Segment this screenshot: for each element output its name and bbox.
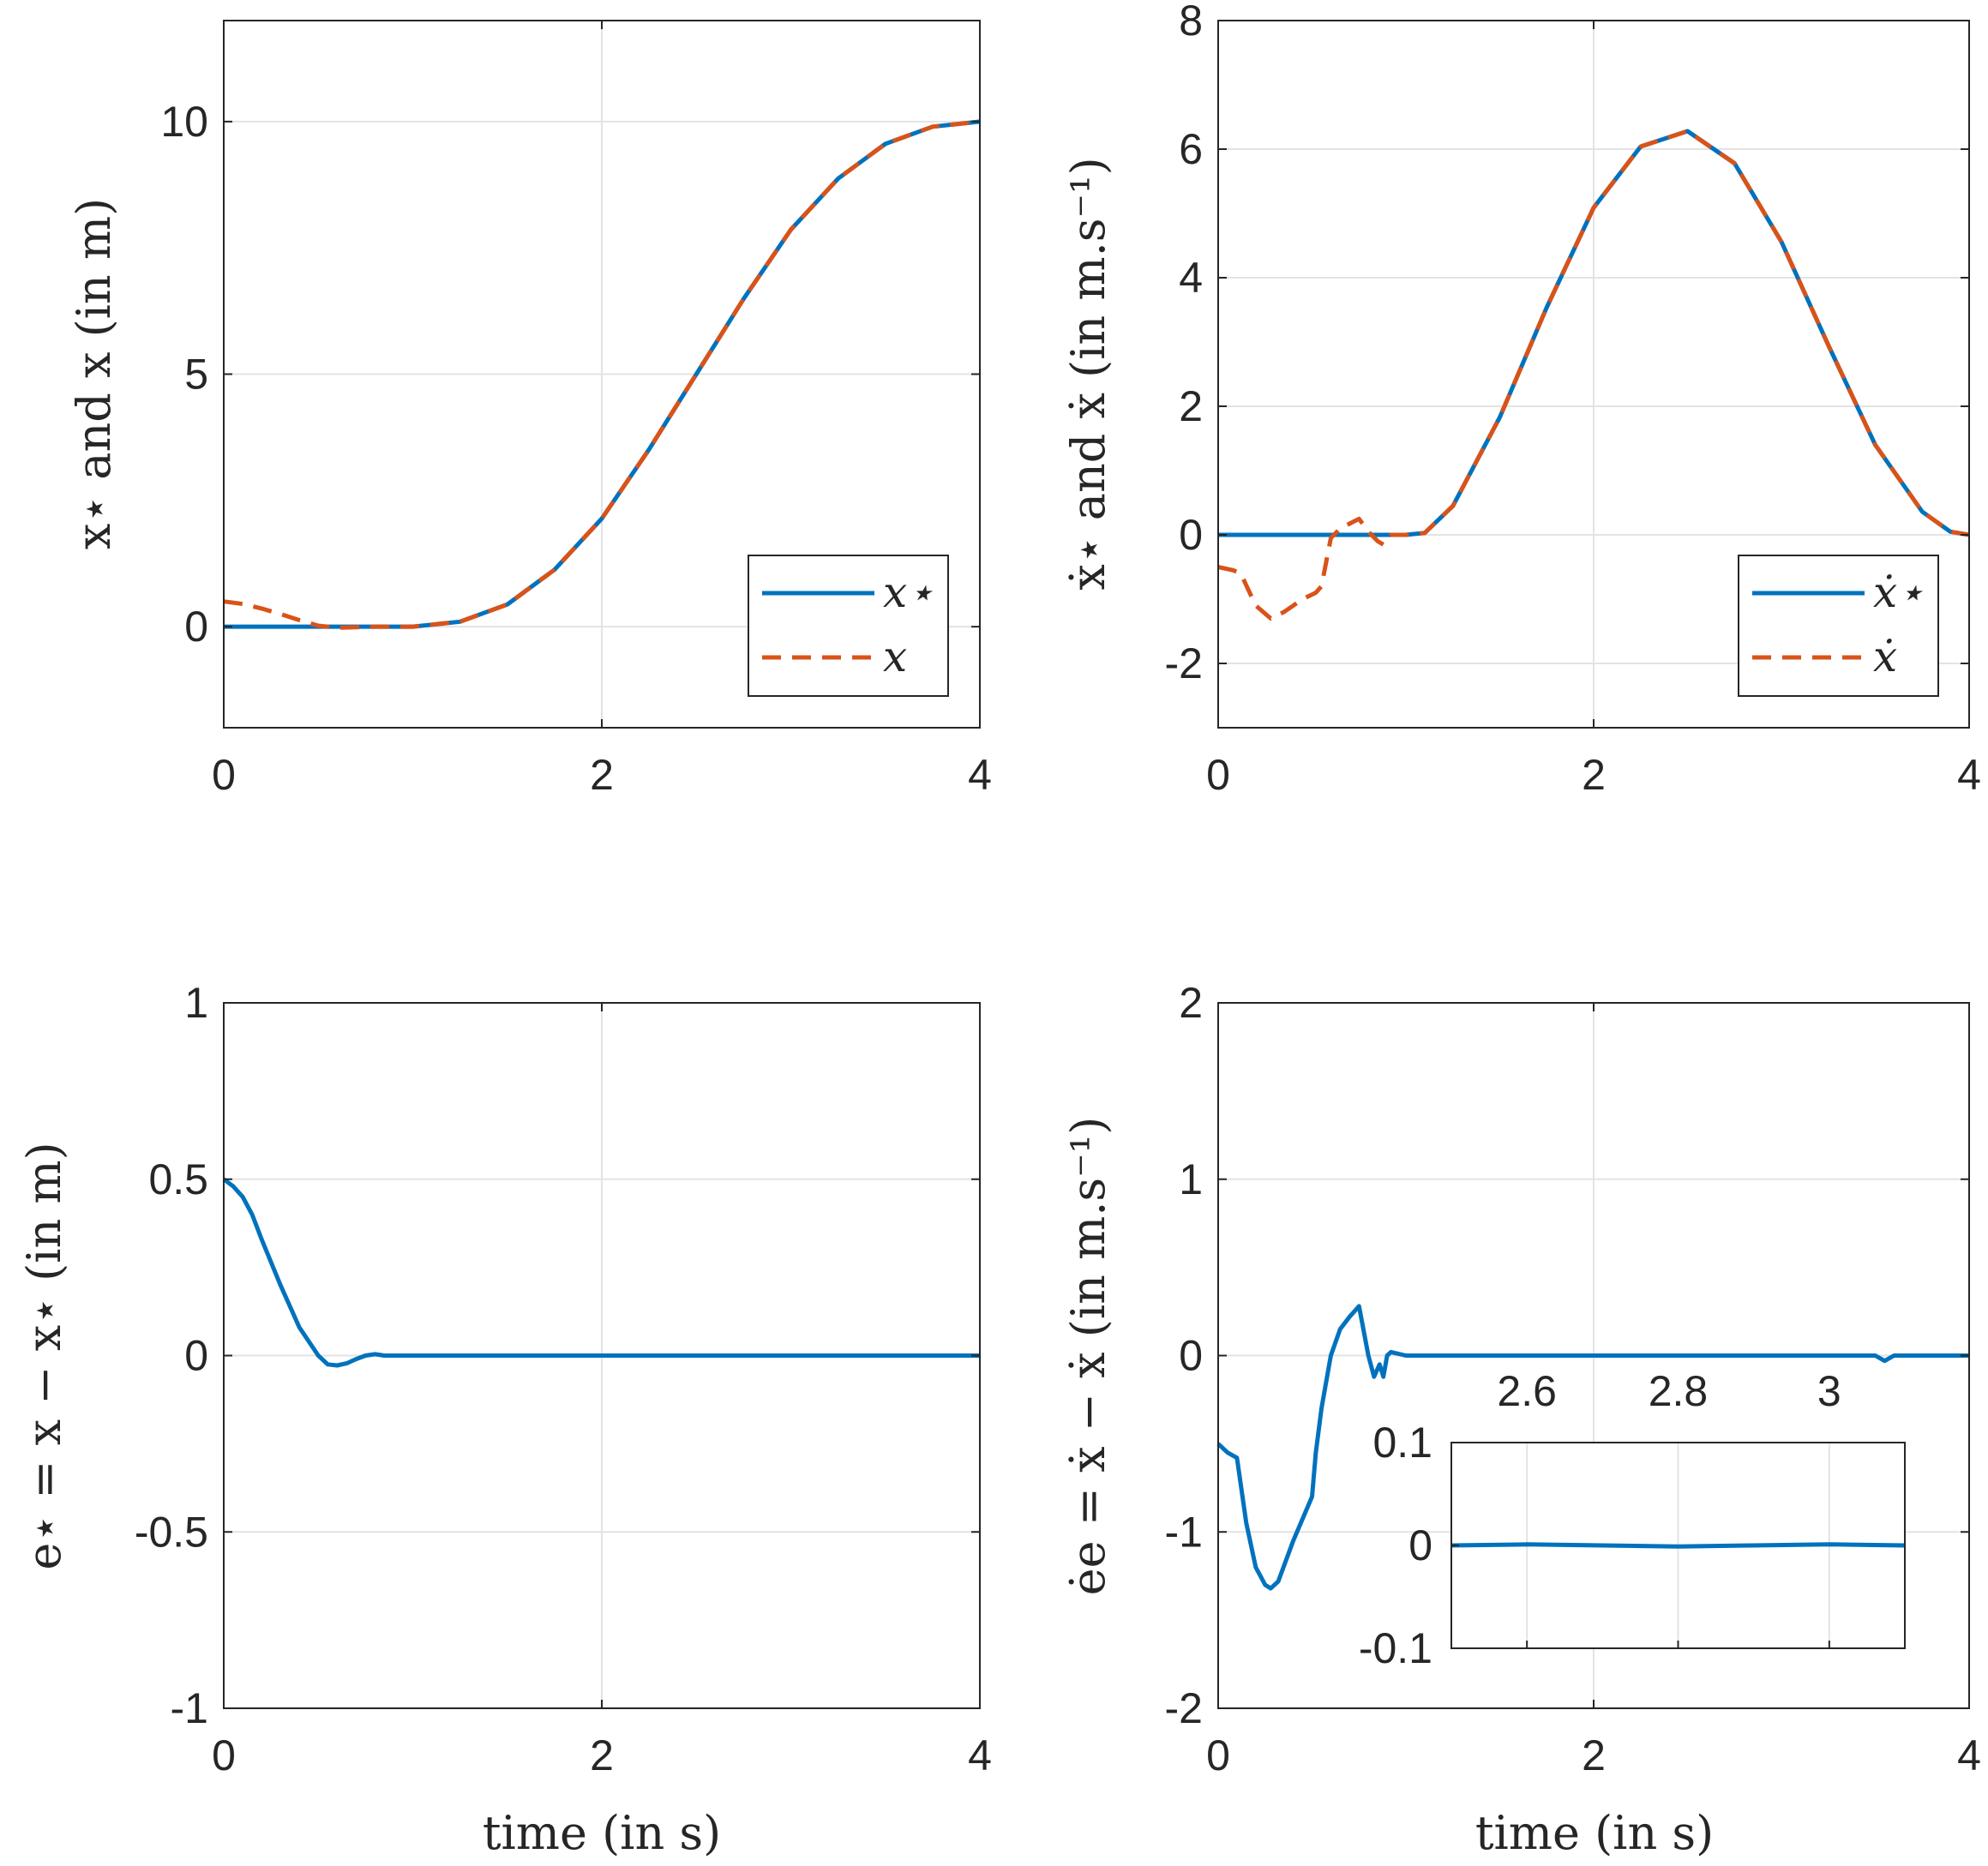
- x-tick-label: 0: [1206, 1731, 1230, 1779]
- x-tick-label: 4: [1957, 751, 1981, 799]
- inset-series-line: [1450, 1542, 1906, 1549]
- y-tick-label: 5: [184, 351, 208, 399]
- y-axis-label: ẋ⋆ and ẋ (in m.s⁻¹): [1061, 157, 1115, 590]
- y-tick-label: 0: [1179, 511, 1203, 559]
- inset-y-tick-label: 0: [1408, 1521, 1432, 1569]
- x-tick-label: 0: [212, 751, 236, 799]
- inset-series-layer: [1450, 1542, 1906, 1549]
- x-tick-label: 4: [968, 1731, 992, 1779]
- x-tick-label: 0: [212, 1731, 236, 1779]
- series-line-reference: [222, 1177, 980, 1368]
- panel-bottom-left: 0 2 4 -1 -0.5 0 0.5 1 e⋆ = x − x⋆ (in m) time (…: [17, 979, 992, 1860]
- ticks: 0 2 4 -2 0 2 4 6 8: [1165, 0, 1981, 799]
- y-tick-label: 1: [184, 979, 208, 1027]
- panel-top-left: 0 2 4 0 5 10 x⋆ and x (in m) x⋆ x: [67, 20, 992, 799]
- y-tick-label: -2: [1165, 1684, 1203, 1732]
- x-tick-label: 0: [1206, 751, 1230, 799]
- y-tick-label: 1: [1179, 1155, 1203, 1203]
- series-line-measured: [223, 119, 981, 630]
- y-tick-label: 6: [1179, 125, 1203, 173]
- inset-x-tick-label: 3: [1817, 1367, 1841, 1415]
- x-tick-label: 2: [1582, 1731, 1606, 1779]
- x-axis-label: time (in s): [483, 1806, 721, 1860]
- inset-y-tick-label: -0.1: [1359, 1624, 1432, 1672]
- legend-entry-x-star: x⋆: [883, 567, 934, 617]
- ticks: 0 2 4 -1 -0.5 0 0.5 1: [135, 979, 992, 1779]
- inset: 2.6 2.8 3 -0.1 0 0.1: [1359, 1367, 1906, 1672]
- panel-top-right: 0 2 4 -2 0 2 4 6 8 ẋ⋆ and ẋ (in m.s⁻¹) ẋ⋆ ẋ: [1061, 0, 1981, 799]
- y-tick-label: 2: [1179, 979, 1203, 1027]
- y-tick-label: -2: [1165, 639, 1203, 687]
- x-tick-label: 2: [1582, 751, 1606, 799]
- x-tick-label: 4: [1957, 1731, 1981, 1779]
- legend-entry-xdot-star: ẋ⋆: [1873, 567, 1925, 617]
- y-tick-label: 8: [1179, 0, 1203, 45]
- y-tick-label: 10: [160, 98, 208, 146]
- inset-x-tick-label: 2.6: [1497, 1367, 1557, 1415]
- series-layer: [223, 119, 981, 630]
- legend-entry-x: x: [883, 632, 907, 681]
- y-tick-label: 0: [1179, 1332, 1203, 1380]
- y-tick-label: 0: [184, 603, 208, 651]
- series-layer: [1216, 1304, 1969, 1591]
- y-axis-label: x⋆ and x (in m): [67, 198, 121, 549]
- y-tick-label: 0: [184, 1332, 208, 1380]
- y-tick-label: 0.5: [148, 1155, 208, 1203]
- y-axis-label: e⋆ = x − x⋆ (in m): [17, 1142, 71, 1569]
- legend-box: [748, 555, 949, 697]
- y-tick-label: 2: [1179, 382, 1203, 430]
- legend: x⋆ x: [748, 555, 949, 697]
- series-layer: [222, 1177, 980, 1368]
- inset-y-tick-label: 0.1: [1372, 1419, 1432, 1467]
- panel-bottom-right: 0 2 4 -2 -1 0 1 2 ėe = ẋ − ẋ (in m.s⁻¹) time (i…: [1061, 979, 1981, 1860]
- ticks: 0 2 4 0 5 10: [160, 21, 992, 799]
- legend: ẋ⋆ ẋ: [1738, 555, 1939, 697]
- inset-ticks: 2.6 2.8 3 -0.1 0 0.1: [1359, 1367, 1841, 1672]
- ticks: 0 2 4 -2 -1 0 1 2: [1165, 979, 1981, 1779]
- x-tick-label: 2: [590, 1731, 614, 1779]
- x-tick-label: 4: [968, 751, 992, 799]
- series-line-measured: [1217, 129, 1970, 621]
- series-line-reference: [1216, 1304, 1969, 1591]
- legend-box: [1738, 555, 1939, 697]
- y-tick-label: 4: [1179, 254, 1203, 302]
- legend-entry-xdot: ẋ: [1873, 632, 1897, 681]
- inset-x-tick-label: 2.8: [1649, 1367, 1709, 1415]
- y-tick-label: -1: [1165, 1508, 1203, 1556]
- series-layer: [1217, 129, 1970, 621]
- y-tick-label: -1: [171, 1684, 208, 1732]
- x-axis-label: time (in s): [1475, 1806, 1714, 1860]
- y-axis-label: ėe = ẋ − ẋ (in m.s⁻¹): [1061, 1117, 1115, 1596]
- x-tick-label: 2: [590, 751, 614, 799]
- y-tick-label: -0.5: [135, 1508, 208, 1556]
